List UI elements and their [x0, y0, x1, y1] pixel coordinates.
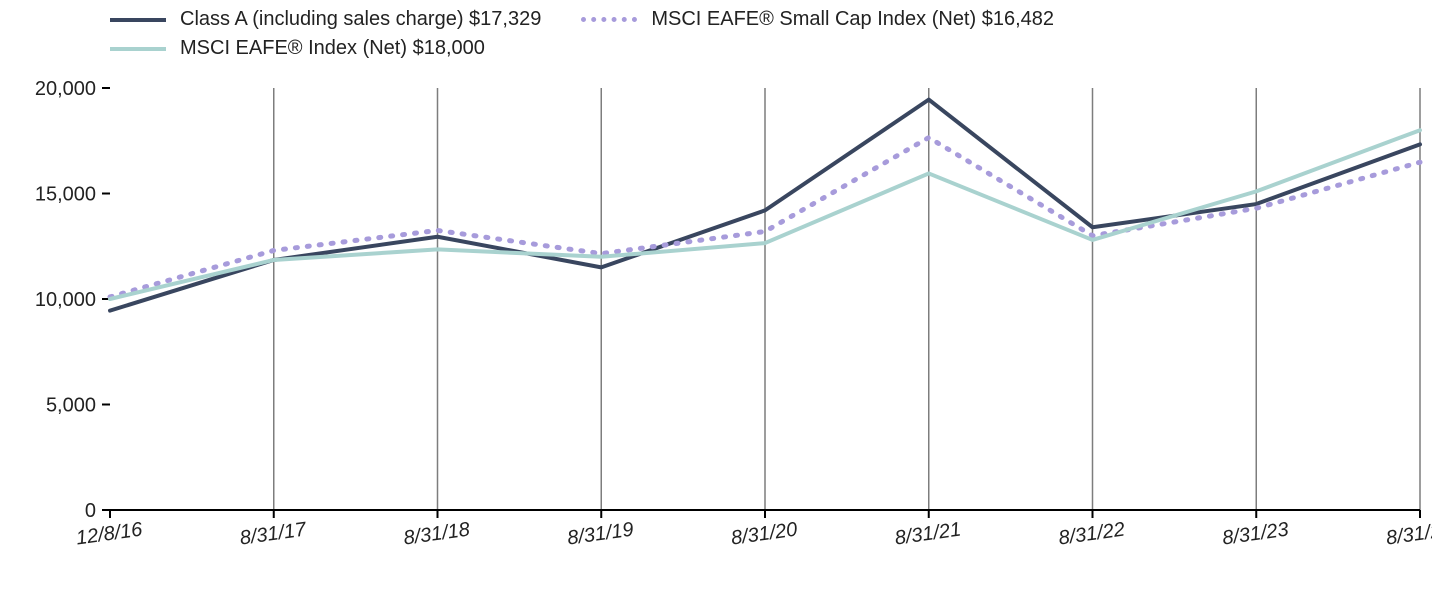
- x-tick-label: 8/31/23: [1221, 519, 1290, 550]
- growth-chart: Class A (including sales charge) $17,329…: [0, 0, 1432, 596]
- y-tick-label: 15,000: [35, 184, 96, 206]
- x-tick-label: 8/31/20: [730, 519, 799, 550]
- y-tick-label: 10,000: [35, 289, 96, 311]
- x-tick-label: 8/31/19: [566, 519, 635, 550]
- y-tick-label: 20,000: [35, 78, 96, 100]
- x-tick-label: 8/31/18: [402, 519, 471, 550]
- y-tick-label: 5,000: [46, 395, 96, 417]
- x-tick-label: 8/31/24: [1385, 519, 1432, 550]
- y-tick-label: 0: [85, 500, 96, 522]
- x-tick-label: 8/31/17: [238, 518, 308, 549]
- x-tick-label: 8/31/22: [1057, 519, 1126, 550]
- x-tick-label: 12/8/16: [75, 518, 145, 549]
- chart-svg: 0 5,000 10,000 15,000 20,000 12/8/16 8/31/17 8/…: [0, 0, 1432, 596]
- x-tick-label: 8/31/21: [893, 519, 962, 550]
